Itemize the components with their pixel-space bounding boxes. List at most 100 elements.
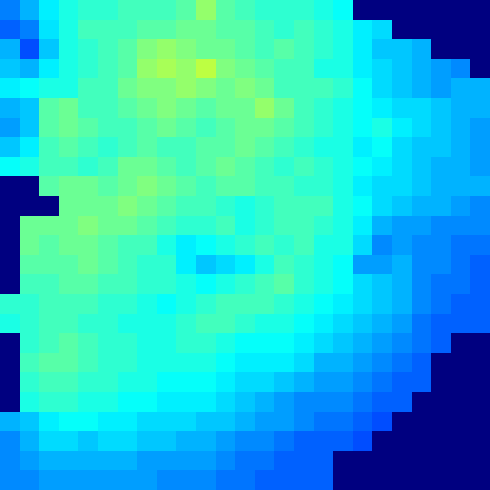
cell (470, 98, 490, 118)
cell (255, 314, 275, 334)
cell (196, 78, 216, 98)
cell (314, 353, 334, 373)
cell (392, 176, 412, 196)
cell (294, 59, 314, 79)
cell (196, 176, 216, 196)
cell (118, 294, 138, 314)
cell (98, 333, 118, 353)
cell (216, 333, 236, 353)
cell (294, 333, 314, 353)
cell (137, 372, 157, 392)
cell (255, 59, 275, 79)
cell (353, 176, 373, 196)
cell (78, 372, 98, 392)
cell (294, 255, 314, 275)
cell (274, 137, 294, 157)
cell (196, 255, 216, 275)
cell (412, 0, 432, 20)
cell (0, 274, 20, 294)
cell (392, 39, 412, 59)
cell (470, 314, 490, 334)
cell (157, 39, 177, 59)
cell (0, 431, 20, 451)
cell (372, 176, 392, 196)
cell (118, 451, 138, 471)
cell (333, 157, 353, 177)
cell (98, 274, 118, 294)
cell (59, 431, 79, 451)
cell (20, 372, 40, 392)
cell (431, 20, 451, 40)
cell (431, 431, 451, 451)
cell (255, 431, 275, 451)
cell (118, 98, 138, 118)
cell (372, 157, 392, 177)
cell (78, 118, 98, 138)
cell (137, 137, 157, 157)
cell (255, 176, 275, 196)
cell (294, 274, 314, 294)
cell (431, 157, 451, 177)
cell (20, 20, 40, 40)
cell (333, 372, 353, 392)
cell (137, 274, 157, 294)
cell (59, 314, 79, 334)
cell (235, 235, 255, 255)
cell (216, 314, 236, 334)
cell (78, 431, 98, 451)
cell (98, 372, 118, 392)
cell (255, 372, 275, 392)
cell (78, 39, 98, 59)
cell (294, 353, 314, 373)
cell (255, 98, 275, 118)
cell (98, 235, 118, 255)
cell (470, 235, 490, 255)
cell (78, 353, 98, 373)
cell (20, 392, 40, 412)
cell (20, 333, 40, 353)
cell (314, 98, 334, 118)
cell (451, 20, 471, 40)
cell (412, 216, 432, 236)
cell (314, 333, 334, 353)
cell (196, 137, 216, 157)
cell (314, 39, 334, 59)
cell (98, 78, 118, 98)
cell (451, 176, 471, 196)
cell (392, 255, 412, 275)
cell (294, 314, 314, 334)
cell (39, 0, 59, 20)
cell (314, 372, 334, 392)
cell (255, 235, 275, 255)
cell (255, 255, 275, 275)
cell (274, 294, 294, 314)
cell (294, 196, 314, 216)
cell (0, 314, 20, 334)
cell (333, 216, 353, 236)
cell (216, 176, 236, 196)
cell (431, 353, 451, 373)
cell (59, 20, 79, 40)
cell (274, 333, 294, 353)
cell (372, 333, 392, 353)
cell (176, 39, 196, 59)
cell (20, 235, 40, 255)
cell (39, 392, 59, 412)
cell (118, 470, 138, 490)
cell (314, 274, 334, 294)
cell (274, 353, 294, 373)
cell (470, 431, 490, 451)
cell (39, 39, 59, 59)
cell (118, 196, 138, 216)
cell (118, 353, 138, 373)
cell (39, 157, 59, 177)
cell (372, 235, 392, 255)
cell (333, 470, 353, 490)
cell (176, 353, 196, 373)
cell (470, 20, 490, 40)
cell (314, 431, 334, 451)
cell (372, 78, 392, 98)
cell (216, 196, 236, 216)
cell (0, 39, 20, 59)
cell (274, 59, 294, 79)
